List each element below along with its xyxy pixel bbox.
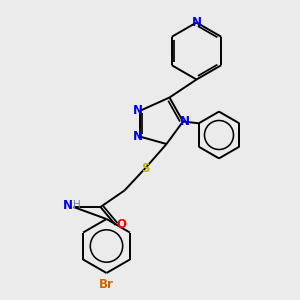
Text: N: N xyxy=(133,130,143,143)
Text: H: H xyxy=(73,200,80,211)
Text: N: N xyxy=(179,115,190,128)
Text: N: N xyxy=(191,16,202,29)
Text: Br: Br xyxy=(99,278,114,290)
Text: N: N xyxy=(133,104,143,118)
Text: O: O xyxy=(116,218,126,232)
Text: S: S xyxy=(141,161,150,175)
Text: N: N xyxy=(63,199,73,212)
